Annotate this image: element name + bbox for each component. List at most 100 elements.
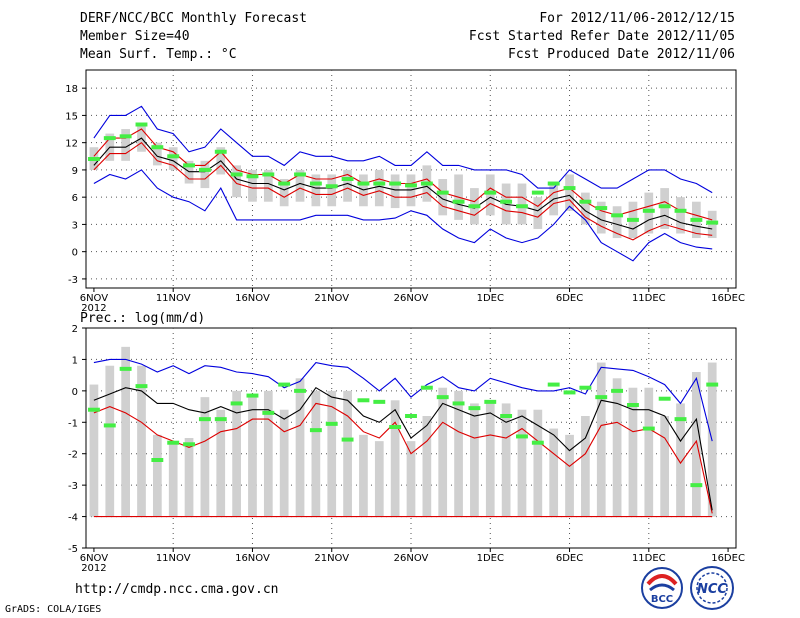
- temp-ensemble-box: [438, 179, 448, 216]
- prec-ensemble-box: [549, 428, 559, 517]
- prec-green-marker: [294, 388, 306, 393]
- temp-ytick-label: 18: [65, 84, 78, 95]
- prec-green-marker: [389, 425, 402, 429]
- temp-ytick-label: 15: [65, 111, 78, 122]
- prec-ytick-label: -4: [68, 513, 78, 524]
- ncc-logo-icon: NCC: [690, 566, 734, 610]
- bcc-logo-text: BCC: [651, 594, 673, 605]
- prec-green-marker: [420, 385, 433, 390]
- prec-ensemble-box: [232, 390, 241, 517]
- temp-xtick-label: 16DEC: [711, 293, 745, 304]
- prec-green-marker: [674, 417, 687, 422]
- temp-ensemble-box: [263, 169, 273, 202]
- temp-ensemble-box: [279, 179, 289, 207]
- prec-ytick-label: 2: [72, 324, 78, 335]
- temp-green-marker: [436, 190, 449, 195]
- temp-green-marker: [183, 163, 195, 168]
- bcc-logo-icon: BCC: [641, 567, 683, 609]
- temp-ytick-label: 6: [72, 193, 78, 204]
- prec-green-marker: [214, 417, 227, 422]
- ncc-logo-text: NCC: [697, 582, 727, 597]
- temp-green-marker: [167, 154, 180, 159]
- prec-green-marker: [690, 483, 703, 488]
- temp-line-mean: [93, 137, 713, 230]
- prec-ensemble-box: [263, 390, 273, 517]
- temp-green-marker: [500, 199, 513, 204]
- prec-ensemble-box: [374, 441, 384, 517]
- prec-xtick-label: 11DEC: [632, 553, 666, 564]
- logos: BCC NCC: [641, 566, 734, 610]
- temp-ensemble-box: [596, 201, 606, 234]
- prec-line-max: [93, 358, 713, 442]
- prec-ensemble-box: [644, 387, 654, 517]
- temp-green-marker: [214, 149, 227, 154]
- prec-green-marker: [119, 366, 132, 371]
- prec-green-marker: [595, 395, 608, 400]
- prec-ensemble-box: [200, 397, 210, 517]
- temp-ensemble-box: [485, 174, 495, 216]
- temp-xtick-label: 6DEC: [556, 293, 583, 304]
- prec-green-marker: [373, 399, 386, 404]
- prec-ytick-label: -1: [68, 418, 78, 429]
- prec-chart-title: Prec.: log(mm/d): [80, 311, 205, 326]
- temp-ensemble-box: [565, 174, 574, 211]
- prec-green-marker: [230, 401, 243, 406]
- temp-green-marker: [230, 172, 243, 177]
- temp-ensemble-box: [581, 192, 590, 225]
- prec-green-marker: [468, 406, 481, 411]
- temp-green-marker: [420, 181, 433, 186]
- prec-ensemble-box: [533, 409, 543, 517]
- temp-ytick-label: -3: [68, 275, 78, 286]
- temp-xtick-label: 11NOV: [156, 293, 191, 304]
- footer-url[interactable]: http://cmdp.ncc.cma.gov.cn: [75, 582, 279, 597]
- grads-credit: GrADS: COLA/IGES: [5, 604, 102, 615]
- temp-ensemble-box: [200, 160, 210, 189]
- prec-green-marker: [325, 421, 338, 426]
- temp-green-marker: [642, 208, 655, 213]
- temp-green-marker: [119, 134, 132, 139]
- temp-line-lower: [93, 141, 713, 241]
- prec-green-marker: [278, 382, 291, 387]
- temp-green-marker: [246, 174, 259, 179]
- prec-green-marker: [436, 395, 449, 400]
- temp-green-marker: [690, 217, 703, 222]
- prec-ensemble-box: [628, 387, 638, 517]
- temp-ensemble-box: [390, 174, 400, 209]
- prec-green-marker: [563, 390, 576, 395]
- temp-ensemble-box: [660, 188, 670, 229]
- temp-ytick-label: 12: [65, 139, 78, 150]
- produced-date: Fcst Produced Date 2012/11/06: [508, 47, 735, 62]
- prec-line-upper: [93, 402, 713, 514]
- prec-ensemble-box: [438, 387, 448, 517]
- temp-green-marker: [531, 190, 544, 195]
- temp-green-marker: [484, 190, 497, 195]
- prec-green-marker: [357, 398, 370, 403]
- prec-green-marker: [516, 434, 528, 439]
- start-date: Fcst Started Refer Date 2012/11/05: [468, 29, 735, 44]
- temp-ensemble-box: [676, 197, 685, 234]
- prec-green-marker: [87, 407, 100, 412]
- prec-ensemble-box: [660, 416, 670, 517]
- prec-green-marker: [531, 440, 544, 445]
- temp-green-marker: [262, 172, 275, 177]
- prec-ensemble-box: [454, 390, 463, 517]
- prec-ensemble-box: [390, 400, 400, 517]
- prec-xtick-label: 26NOV: [394, 553, 429, 564]
- prec-xtick-label: 11NOV: [156, 553, 191, 564]
- prec-green-marker: [579, 385, 592, 390]
- temp-ensemble-box: [168, 147, 178, 170]
- temp-ensemble-box: [343, 169, 352, 202]
- temp-ensemble-box: [232, 165, 241, 198]
- temp-ensemble-box: [374, 169, 384, 207]
- prec-ensemble-box: [248, 394, 257, 517]
- prec-ensemble-box: [676, 403, 685, 517]
- prec-green-marker: [500, 414, 513, 418]
- prec-green-marker: [262, 410, 275, 415]
- chart-title: DERF/NCC/BCC Monthly Forecast: [80, 11, 307, 26]
- temp-xtick-label: 26NOV: [394, 293, 429, 304]
- prec-green-marker: [183, 442, 195, 447]
- prec-ensemble-box: [470, 403, 479, 517]
- prec-ensemble-box: [152, 434, 162, 517]
- temp-green-marker: [452, 199, 465, 204]
